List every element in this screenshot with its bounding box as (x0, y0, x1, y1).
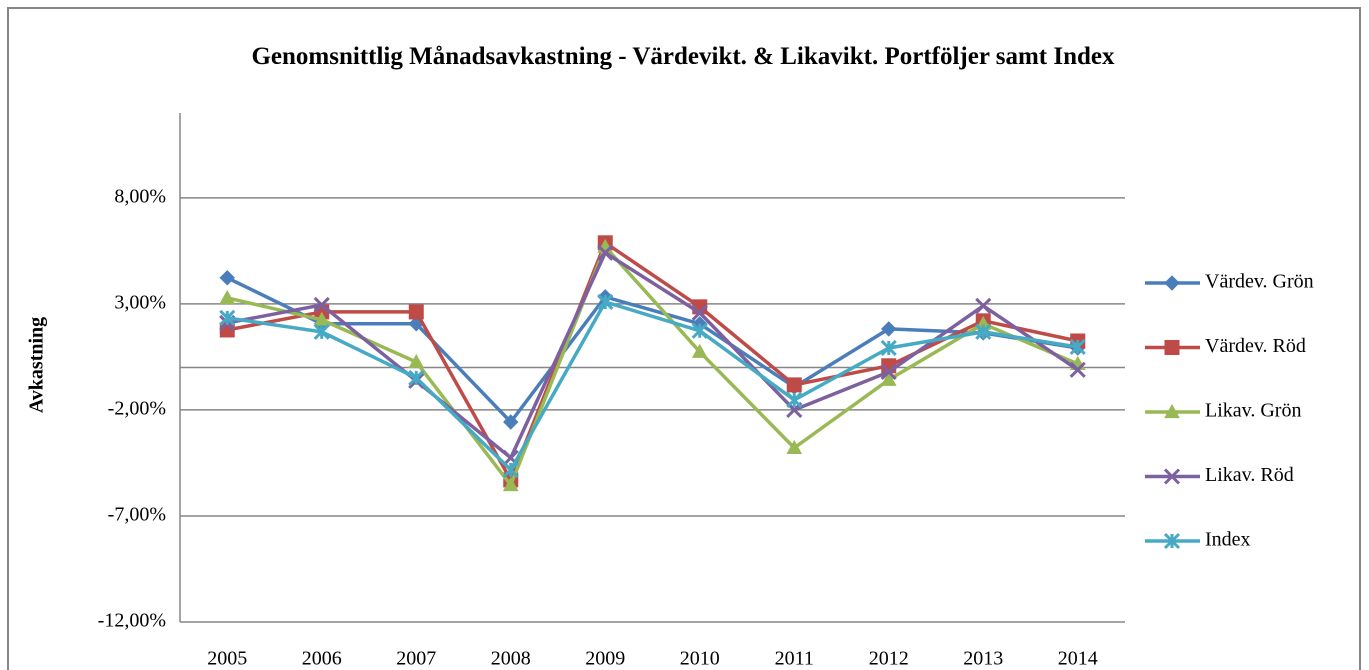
y-tick-label: -2,00% (108, 398, 166, 420)
x-tick-label: 2014 (1058, 648, 1098, 670)
series-line (226, 251, 1079, 460)
data-point (1069, 361, 1086, 378)
chart-border (7, 7, 1361, 670)
legend-marker (1164, 275, 1180, 291)
x-tick-label: 2009 (585, 648, 625, 670)
legend-label: Likav. Grön (1205, 400, 1301, 422)
data-point (881, 321, 897, 337)
x-tick-label: 2008 (491, 648, 531, 670)
data-point (597, 293, 614, 311)
series-line (226, 300, 1079, 472)
x-tick-label: 2013 (963, 648, 1003, 670)
legend-label: Värdev. Grön (1205, 271, 1314, 293)
series-line (226, 276, 1079, 424)
x-tick-label: 2006 (302, 648, 342, 670)
data-point (975, 297, 992, 314)
data-point (503, 414, 519, 430)
data-point (786, 439, 803, 454)
x-tick-label: 2005 (207, 648, 247, 670)
data-point (219, 289, 236, 305)
data-point (691, 304, 708, 321)
data-point (219, 309, 236, 326)
data-point (408, 353, 425, 369)
x-tick-label: 2010 (680, 648, 720, 670)
data-point (597, 244, 614, 261)
y-tick-label: 3,00% (114, 291, 166, 313)
legend-marker (1163, 468, 1181, 485)
data-point (313, 323, 330, 340)
data-point (786, 377, 802, 393)
x-tick-label: 2012 (869, 648, 909, 670)
y-tick-label: 8,00% (114, 185, 166, 207)
legend-marker (1163, 532, 1181, 550)
x-tick-label: 2011 (775, 648, 814, 670)
data-point (786, 391, 803, 409)
legend-label: Likav. Röd (1205, 464, 1294, 486)
data-point (880, 363, 897, 381)
data-point (502, 461, 519, 478)
series-line (226, 241, 1079, 482)
data-point (691, 322, 708, 339)
data-point (975, 323, 992, 340)
y-tick-label: -7,00% (108, 504, 166, 526)
legend-label: Värdev. Röd (1205, 335, 1306, 357)
y-axis-label: Avkastning (26, 317, 48, 413)
legend-label: Index (1205, 529, 1251, 551)
data-point (408, 304, 424, 320)
data-point (880, 339, 897, 357)
data-point (691, 343, 708, 358)
legend-marker (1164, 403, 1180, 419)
chart-title: Genomsnittlig Månadsavkastning - Värdevi… (251, 43, 1115, 70)
y-tick-label: -12,00% (98, 610, 166, 632)
data-point (1069, 338, 1086, 355)
data-point (219, 270, 235, 286)
data-point (408, 369, 425, 386)
data-point (502, 476, 519, 492)
legend-marker (1164, 340, 1180, 355)
x-tick-label: 2007 (396, 648, 436, 670)
data-point (880, 371, 897, 386)
data-point (313, 296, 330, 313)
